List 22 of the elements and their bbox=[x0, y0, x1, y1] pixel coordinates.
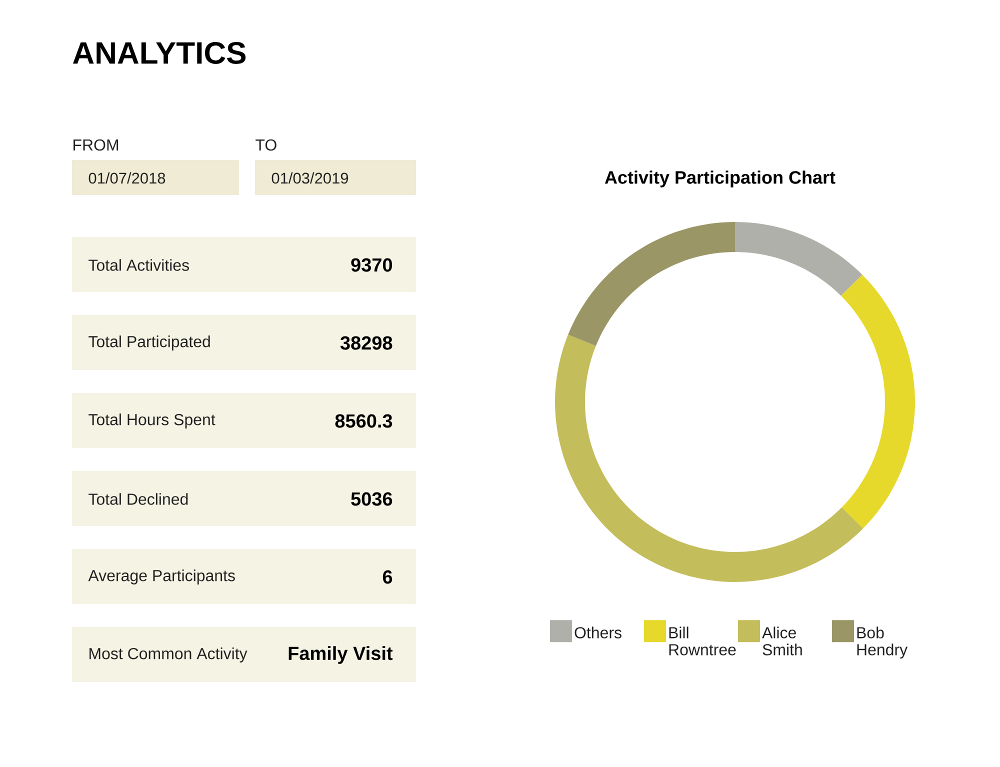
legend-label: Alice Smith bbox=[762, 626, 802, 656]
text: ANALYTICS bbox=[72, 42, 246, 64]
text: Total Declined bbox=[88, 493, 188, 505]
text: FROM bbox=[74, 139, 118, 151]
text: Total Hours Spent bbox=[88, 414, 216, 428]
text: Most Common Activity bbox=[90, 648, 248, 662]
text: Total Participated bbox=[88, 336, 210, 350]
text: 6 bbox=[382, 570, 392, 584]
text: 01/03/2019 bbox=[272, 172, 348, 184]
text: 8560.3 bbox=[335, 414, 392, 428]
legend-label: Others bbox=[574, 626, 622, 638]
text: Family Visit bbox=[288, 646, 393, 664]
text: TO bbox=[256, 139, 276, 151]
text: Total Activities bbox=[88, 259, 189, 271]
text: 38298 bbox=[340, 336, 392, 350]
legend-label: Bob Hendry bbox=[857, 626, 908, 659]
text: 01/07/2018 bbox=[88, 172, 166, 184]
chart-title: Activity Participation Chart bbox=[604, 170, 836, 188]
text: Average Participants bbox=[88, 570, 235, 584]
legend-label: Bill Rowntree bbox=[669, 626, 736, 656]
text: 9370 bbox=[351, 258, 392, 272]
text: 5036 bbox=[351, 492, 392, 506]
